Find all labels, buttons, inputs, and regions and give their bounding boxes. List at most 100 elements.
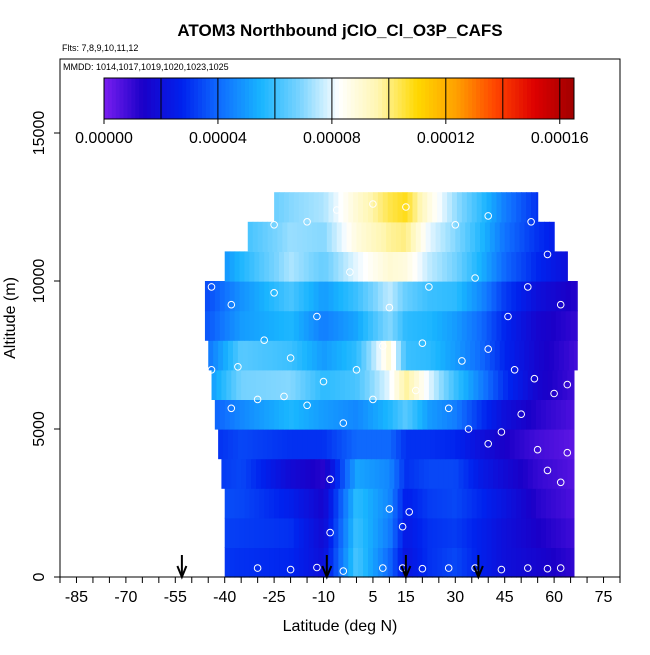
heatmap-cell bbox=[392, 310, 399, 341]
colorbar-tick-label: 0.00016 bbox=[531, 130, 589, 147]
colorbar-swatch bbox=[143, 78, 148, 119]
heatmap-cell bbox=[279, 488, 285, 519]
heatmap-cell bbox=[387, 192, 394, 223]
heatmap-cell bbox=[392, 192, 399, 223]
heatmap-cell bbox=[264, 517, 270, 548]
heatmap-cell bbox=[232, 340, 239, 371]
heatmap-cell bbox=[351, 221, 358, 252]
heatmap-cell bbox=[407, 310, 414, 341]
colorbar-swatch bbox=[217, 78, 222, 119]
heatmap-cell bbox=[422, 310, 428, 341]
heatmap-cell bbox=[488, 458, 494, 489]
heatmap-cell bbox=[442, 399, 448, 430]
heatmap-cell bbox=[363, 192, 369, 223]
heatmap-cell bbox=[363, 547, 369, 578]
heatmap-cell bbox=[570, 517, 575, 548]
sample-point bbox=[497, 565, 506, 574]
heatmap-cell bbox=[545, 399, 552, 430]
heatmap-cell bbox=[484, 429, 491, 460]
heatmap-cell bbox=[419, 369, 425, 400]
colorbar-swatch bbox=[534, 78, 540, 119]
heatmap-cell bbox=[540, 547, 547, 578]
heatmap-cell bbox=[460, 340, 466, 371]
heatmap-cell bbox=[239, 399, 246, 430]
heatmap-cell bbox=[447, 488, 453, 519]
heatmap-cell bbox=[526, 547, 532, 578]
heatmap-cell bbox=[458, 458, 465, 489]
heatmap-cell bbox=[445, 221, 451, 252]
heatmap-cell bbox=[503, 458, 509, 489]
heatmap-cell bbox=[437, 310, 443, 341]
x-tick-label: 45 bbox=[496, 589, 514, 606]
heatmap-cell bbox=[371, 429, 377, 460]
sample-point bbox=[497, 428, 506, 436]
heatmap-cell bbox=[415, 340, 422, 371]
heatmap-cell bbox=[303, 310, 310, 341]
heatmap-cell bbox=[356, 221, 363, 252]
sample-point bbox=[484, 212, 493, 220]
heatmap-cell bbox=[298, 517, 305, 548]
heatmap-cell bbox=[491, 251, 498, 282]
heatmap-cell bbox=[465, 221, 471, 252]
heatmap-cell bbox=[377, 281, 384, 312]
heatmap-cell bbox=[456, 251, 463, 282]
heatmap-cell bbox=[300, 369, 307, 400]
heatmap-cell bbox=[361, 340, 367, 371]
heatmap-cell bbox=[353, 281, 359, 312]
heatmap-cell bbox=[542, 369, 549, 400]
heatmap-cell bbox=[331, 429, 338, 460]
heatmap-cell bbox=[229, 281, 236, 312]
heatmap-cell bbox=[552, 458, 559, 489]
heatmap-cell bbox=[308, 251, 315, 282]
heatmap-cell bbox=[471, 488, 478, 519]
heatmap-cell bbox=[519, 221, 526, 252]
heatmap-cell bbox=[397, 192, 404, 223]
colorbar-swatch bbox=[268, 78, 273, 119]
sample-point bbox=[270, 221, 278, 229]
heatmap-cell bbox=[501, 251, 507, 282]
heatmap-cell bbox=[428, 369, 435, 400]
heatmap-cell bbox=[452, 517, 458, 548]
heatmap-cell bbox=[244, 547, 251, 578]
heatmap-cell bbox=[302, 429, 308, 460]
heatmap-cell bbox=[257, 340, 264, 371]
colorbar-swatch bbox=[401, 78, 407, 119]
colorbar-swatch bbox=[260, 78, 266, 119]
heatmap-cell bbox=[483, 458, 489, 489]
heatmap-cell bbox=[259, 488, 265, 519]
heatmap-cell bbox=[417, 192, 423, 223]
heatmap-cell bbox=[461, 192, 468, 223]
heatmap-cell bbox=[338, 399, 344, 430]
heatmap-cell bbox=[427, 547, 433, 578]
sample-point bbox=[563, 448, 572, 457]
heatmap-cell bbox=[354, 369, 361, 400]
heatmap-cell bbox=[284, 488, 290, 519]
heatmap-cell bbox=[415, 221, 422, 252]
heatmap-cell bbox=[511, 488, 517, 519]
heatmap-cell bbox=[218, 340, 224, 371]
heatmap-cell bbox=[402, 310, 409, 341]
heatmap-cell bbox=[397, 399, 404, 430]
colorbar-swatch bbox=[487, 78, 493, 119]
heatmap-cell bbox=[318, 281, 325, 312]
heatmap-cell bbox=[570, 281, 577, 312]
heatmap-cell bbox=[521, 251, 527, 282]
heatmap-cell bbox=[531, 488, 537, 519]
heatmap-cell bbox=[336, 429, 343, 460]
heatmap-cell bbox=[287, 340, 293, 371]
heatmap-cell bbox=[386, 340, 392, 371]
heatmap-cell bbox=[572, 369, 575, 400]
heatmap-cell bbox=[516, 192, 522, 223]
heatmap-cell bbox=[420, 429, 427, 460]
heatmap-cell bbox=[491, 488, 498, 519]
heatmap-cell bbox=[527, 369, 534, 400]
heatmap-cell bbox=[537, 369, 544, 400]
colorbar-swatch bbox=[366, 78, 371, 119]
heatmap-cell bbox=[456, 517, 463, 548]
heatmap-cell bbox=[288, 547, 295, 578]
sample-point bbox=[303, 218, 311, 226]
heatmap-cell bbox=[308, 192, 315, 223]
colorbar-swatch bbox=[174, 78, 179, 119]
heatmap-cell bbox=[224, 399, 231, 430]
